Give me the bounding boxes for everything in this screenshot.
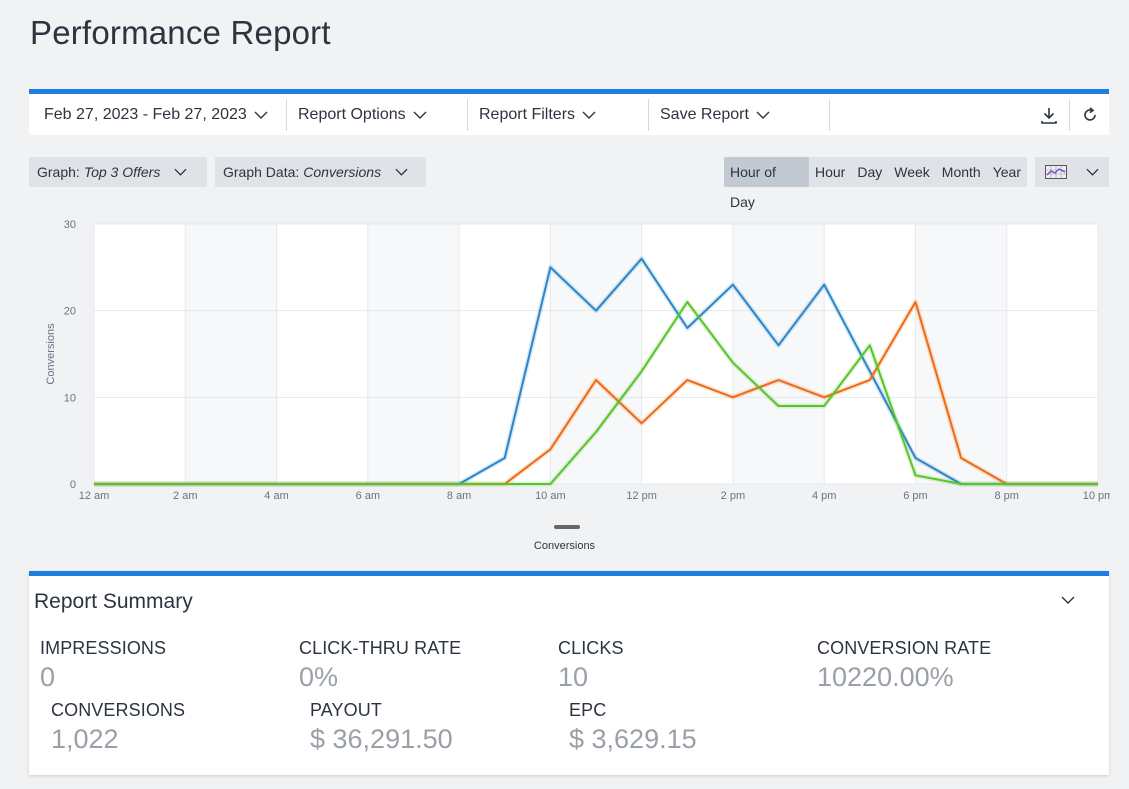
x-tick-label: 10 am (535, 490, 566, 502)
graph-data-dropdown[interactable]: Graph Data: Conversions (215, 157, 426, 187)
metric-label: CONVERSIONS (51, 700, 186, 720)
x-tick-label: 2 pm (721, 490, 745, 502)
metric-label: IMPRESSIONS (40, 638, 167, 658)
report-options-label: Report Options (298, 105, 406, 123)
series-line-3 (94, 301, 1098, 485)
y-tick-label: 20 (64, 306, 76, 318)
download-button[interactable] (1029, 99, 1069, 131)
chart-type-dropdown[interactable] (1035, 157, 1109, 187)
report-summary-panel: Report Summary IMPRESSIONS 0 CLICK-THRU … (29, 571, 1109, 775)
x-tick-label: 6 pm (903, 490, 927, 502)
metric-label: PAYOUT (310, 700, 382, 720)
y-axis-label: Conversions (45, 323, 57, 385)
save-report-label: Save Report (660, 105, 749, 123)
report-toolbar: Feb 27, 2023 - Feb 27, 2023 Report Optio… (29, 89, 1109, 135)
plot-band (550, 224, 642, 484)
chevron-down-icon[interactable] (1061, 596, 1075, 604)
metric-conversion-rate: CONVERSION RATE 10220.00% (817, 638, 991, 693)
chevron-down-icon (395, 168, 408, 176)
plot-band (732, 224, 825, 484)
metric-label: CONVERSION RATE (817, 638, 992, 658)
metric-value: 10 (558, 662, 589, 692)
y-tick-label: 10 (64, 392, 76, 404)
refresh-icon (1083, 106, 1096, 121)
x-tick-label: 10 pm (1083, 490, 1110, 502)
date-range-dropdown[interactable]: Feb 27, 2023 - Feb 27, 2023 (29, 98, 287, 131)
metric-value: 10220.00% (817, 662, 954, 692)
y-tick-label: 0 (70, 479, 76, 491)
metric-impressions: IMPRESSIONS 0 (40, 638, 166, 693)
x-tick-label: 6 am (356, 490, 380, 502)
save-report-dropdown[interactable]: Save Report (649, 98, 830, 131)
chevron-down-icon (756, 111, 770, 119)
chevron-down-icon (582, 111, 596, 119)
x-tick-label: 8 am (447, 490, 471, 502)
metric-epc: EPC $ 3,629.15 (569, 700, 697, 755)
graph-data-value: Conversions (303, 164, 382, 180)
period-selector: Hour of Day Hour Day Week Month Year (724, 157, 1027, 210)
report-filters-dropdown[interactable]: Report Filters (468, 98, 649, 131)
plot-band (367, 224, 460, 484)
x-tick-label: 12 am (79, 490, 110, 502)
metric-value: 1,022 (51, 724, 119, 754)
chevron-down-icon (1086, 168, 1099, 176)
summary-title: Report Summary (34, 590, 193, 613)
metric-value: 0 (40, 662, 56, 692)
page-title: Performance Report (30, 14, 331, 51)
x-tick-label: 4 am (264, 490, 288, 502)
metric-payout: PAYOUT $ 36,291.50 (310, 700, 453, 755)
graph-data-label: Graph Data: (223, 164, 300, 180)
chevron-down-icon (254, 111, 268, 119)
graph-label: Graph: (37, 164, 80, 180)
period-hour-of-day[interactable]: Hour of Day (724, 157, 809, 210)
period-week[interactable]: Week (894, 164, 930, 180)
x-tick-label: 12 pm (626, 490, 657, 502)
chevron-down-icon (413, 111, 427, 119)
report-filters-label: Report Filters (479, 105, 576, 123)
plot-band (185, 224, 277, 484)
x-tick-label: 8 pm (994, 490, 1018, 502)
metric-value: $ 36,291.50 (310, 724, 453, 754)
legend-swatch[interactable] (554, 525, 580, 529)
x-tick-label: 4 pm (812, 490, 836, 502)
conversions-line-chart: 0 10 20 30 12 am 2 am 4 am 6 am 8 am 10 am 12 pm 2 … (45, 219, 1110, 502)
metric-value: 0% (299, 662, 339, 692)
metric-label: CLICK-THRU RATE (299, 638, 462, 658)
report-options-dropdown[interactable]: Report Options (287, 98, 468, 131)
period-hour[interactable]: Hour (814, 164, 846, 180)
metric-conversions: CONVERSIONS 1,022 (51, 700, 185, 755)
x-tick-label: 2 am (173, 490, 197, 502)
download-icon (1041, 107, 1057, 124)
period-month[interactable]: Month (941, 164, 981, 180)
graph-value: Top 3 Offers (83, 164, 161, 180)
refresh-button[interactable] (1069, 98, 1109, 131)
metric-value: $ 3,629.15 (569, 724, 697, 754)
chevron-down-icon (174, 168, 187, 176)
y-tick-label: 30 (64, 219, 76, 231)
metric-label: EPC (569, 700, 607, 720)
graph-offers-dropdown[interactable]: Graph: Top 3 Offers (29, 157, 207, 187)
metric-click-thru-rate: CLICK-THRU RATE 0% (299, 638, 461, 693)
date-range-label: Feb 27, 2023 - Feb 27, 2023 (44, 105, 247, 123)
period-year[interactable]: Year (992, 164, 1021, 180)
chart-type-icon (1045, 165, 1067, 179)
legend-label: Conversions (533, 540, 596, 552)
metric-label: CLICKS (558, 638, 624, 658)
metric-clicks: CLICKS 10 (558, 638, 624, 693)
period-day[interactable]: Day (857, 164, 883, 180)
